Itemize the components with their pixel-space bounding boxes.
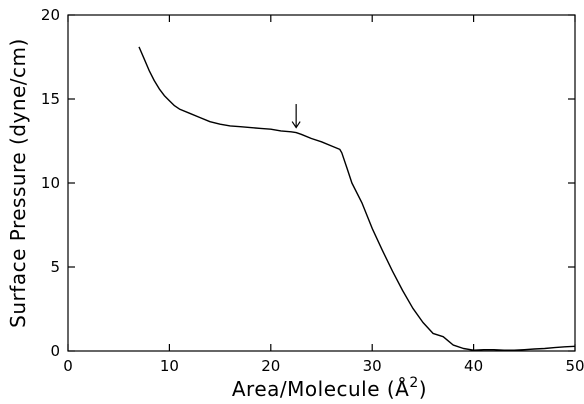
y-tick-label: 20 (41, 6, 60, 24)
x-axis-title-close: ) (419, 377, 427, 401)
y-axis-title: Surface Pressure (dyne/cm) (6, 38, 30, 328)
annotation-arrow-head (291, 121, 301, 129)
y-tick-label: 0 (50, 342, 60, 360)
isotherm-line (138, 46, 576, 351)
plot-frame (67, 14, 576, 352)
y-tick-label: 15 (41, 90, 60, 108)
x-axis-title-main: Area/Molecule (Å (232, 377, 410, 401)
x-tick-label: 50 (565, 357, 584, 375)
x-tick-label: 20 (261, 357, 280, 375)
y-tick-label: 5 (50, 258, 60, 276)
x-axis-title: Area/Molecule (Å2) (232, 375, 427, 401)
y-tick-label: 10 (41, 174, 60, 192)
x-tick-label: 40 (464, 357, 483, 375)
x-tick-label: 0 (63, 357, 73, 375)
x-axis-title-superscript: 2 (409, 375, 418, 391)
x-tick-label: 30 (363, 357, 382, 375)
x-tick-label: 10 (160, 357, 179, 375)
